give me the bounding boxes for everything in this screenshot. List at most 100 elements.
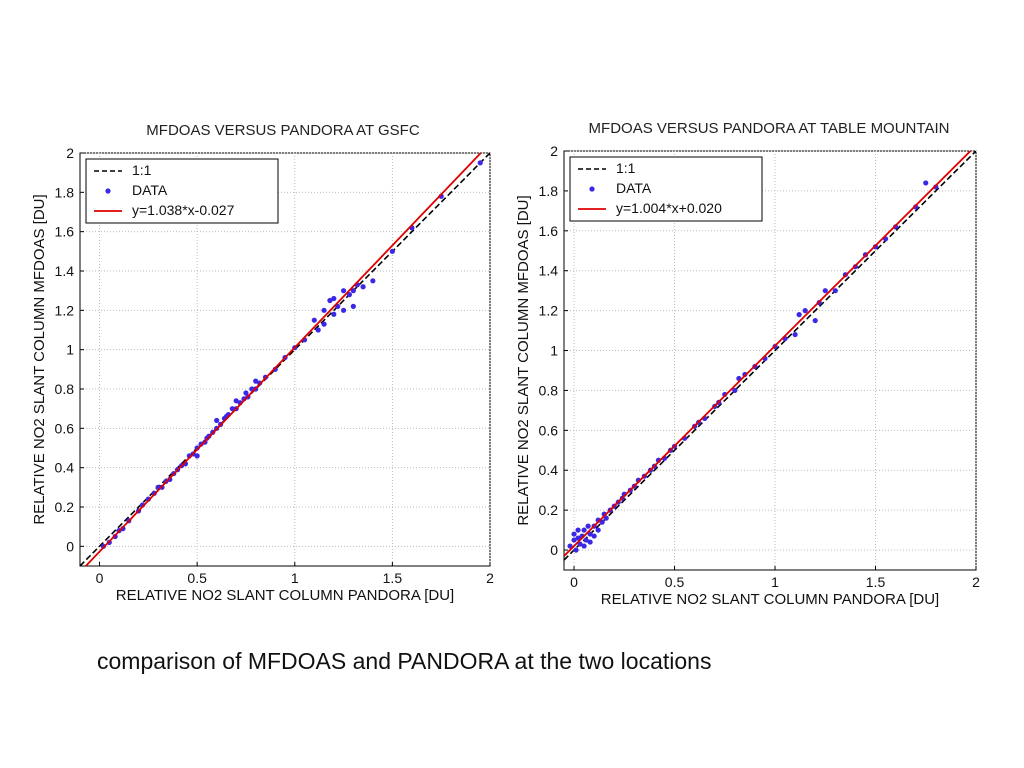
legend-swatch-data	[105, 188, 111, 194]
chart-table-mountain: MFDOAS VERSUS PANDORA AT TABLE MOUNTAIN …	[506, 118, 982, 618]
data-point	[315, 327, 321, 333]
y-tick-label: 1.4	[55, 263, 75, 279]
y-tick-label: 0	[550, 542, 558, 558]
data-point	[893, 224, 899, 230]
data-point	[340, 307, 347, 313]
chart-title: MFDOAS VERSUS PANDORA AT GSFC	[146, 122, 420, 139]
one-to-one-line	[564, 151, 976, 561]
data-point	[573, 547, 579, 553]
y-tick-label: 1.8	[539, 183, 559, 199]
x-tick-label: 0.5	[665, 574, 685, 590]
legend-label: DATA	[132, 182, 168, 198]
legend-box	[85, 158, 279, 224]
data-point	[595, 527, 601, 533]
x-tick-label: 0	[96, 570, 104, 586]
legend-label: DATA	[616, 180, 652, 196]
data-point	[571, 537, 577, 543]
y-tick-label: 0.2	[55, 499, 75, 515]
data-point	[331, 311, 337, 317]
data-point	[599, 519, 605, 525]
data-point	[253, 378, 259, 384]
data-point	[567, 543, 573, 549]
fit-line	[84, 153, 483, 566]
data-point	[194, 453, 200, 459]
data-point	[822, 288, 828, 294]
legend-label: 1:1	[616, 160, 636, 176]
data-point	[577, 541, 583, 547]
x-axis-label: RELATIVE NO2 SLANT COLUMN PANDORA [DU]	[601, 591, 939, 608]
data-point	[346, 292, 353, 298]
y-tick-label: 1.6	[539, 223, 559, 239]
data-point	[214, 417, 220, 424]
y-tick-label: 0.4	[539, 462, 559, 478]
chart-table-mountain-plot: 0 0.5 1 1.5 2 0 0.2 0.4 0.6 0.8 1 1.2 1.4 1.6 1.8 2 RELA…	[515, 143, 980, 608]
y-tick-label: 0.4	[55, 460, 75, 476]
data-point	[331, 295, 337, 302]
data-point	[792, 331, 798, 338]
data-point	[321, 321, 327, 327]
data-point	[587, 531, 593, 537]
data-point	[585, 523, 591, 529]
data-point	[360, 284, 366, 290]
data-point	[311, 317, 317, 323]
x-tick-label: 0	[570, 574, 578, 590]
data-point	[802, 308, 808, 314]
x-tick-label: 2	[486, 570, 494, 586]
y-axis-label: RELATIVE NO2 SLANT COLUMN MFDOAS [DU]	[515, 195, 532, 525]
y-tick-label: 0.6	[539, 422, 559, 438]
y-tick-label: 0.8	[539, 382, 559, 398]
y-tick-label: 1	[550, 343, 558, 359]
data-point	[229, 406, 235, 412]
x-tick-label: 1.5	[383, 570, 403, 586]
data-point	[575, 535, 581, 541]
data-point	[340, 288, 347, 294]
y-tick-label: 0.8	[55, 381, 75, 397]
data-point	[603, 515, 609, 521]
data-point	[796, 312, 802, 318]
y-tick-label: 1.4	[539, 263, 559, 279]
y-tick-label: 1.8	[55, 184, 75, 200]
data-point	[321, 307, 327, 313]
y-tick-label: 2	[66, 145, 74, 161]
y-tick-label: 1.2	[55, 302, 75, 318]
x-tick-label: 0.5	[187, 570, 207, 586]
y-tick-label: 0	[66, 538, 74, 554]
data-point	[581, 527, 587, 533]
data-point	[350, 303, 356, 309]
chart-gsfc-plot: 0 0.5 1 1.5 2 0 0.2 0.4 0.6 0.8 1 1.2 1.4 1.6 1.8 2 RELA…	[31, 145, 494, 604]
data-point	[832, 288, 838, 294]
y-tick-label: 1.6	[55, 224, 75, 240]
data-point	[581, 543, 587, 549]
chart-title: MFDOAS VERSUS PANDORA AT TABLE MOUNTAIN	[588, 120, 950, 137]
y-tick-label: 1.2	[539, 303, 559, 319]
data-point	[243, 390, 249, 396]
x-axis-label: RELATIVE NO2 SLANT COLUMN PANDORA [DU]	[116, 587, 454, 604]
legend-label: 1:1	[132, 162, 152, 178]
x-tick-label: 1	[771, 574, 779, 590]
data-point	[732, 387, 738, 394]
data-point	[583, 537, 589, 543]
legend-box	[569, 156, 763, 222]
y-tick-label: 1	[66, 342, 74, 358]
legend-label: y=1.004*x+0.020	[616, 200, 722, 216]
data-point	[477, 160, 483, 166]
data-point	[233, 398, 239, 404]
data-point	[575, 527, 581, 533]
figure-caption: comparison of MFDOAS and PANDORA at the …	[97, 648, 712, 674]
data-point	[591, 533, 597, 539]
chart-gsfc: MFDOAS VERSUS PANDORA AT GSFC 0 0.5 1 1.5 2 0…	[28, 118, 498, 618]
x-tick-label: 1.5	[866, 574, 886, 590]
y-tick-label: 2	[550, 143, 558, 159]
fit-line	[564, 151, 972, 557]
x-tick-label: 1	[291, 570, 299, 586]
data-point	[742, 371, 748, 378]
legend-swatch-data	[589, 186, 595, 192]
data-point	[587, 539, 593, 545]
x-tick-label: 2	[972, 574, 980, 590]
data-point	[812, 317, 818, 324]
y-tick-label: 0.6	[55, 420, 75, 436]
data-point	[327, 297, 333, 304]
data-point	[350, 288, 356, 294]
legend-label: y=1.038*x-0.027	[132, 202, 235, 218]
data-point	[370, 278, 376, 284]
